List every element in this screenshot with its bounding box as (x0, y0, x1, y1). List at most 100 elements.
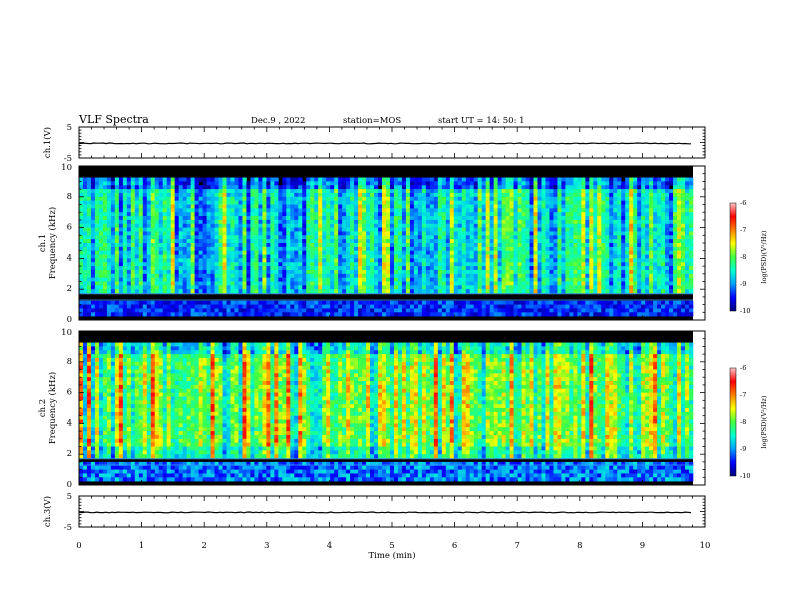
spectrogram-cell (549, 277, 554, 282)
spectrogram-cell (465, 281, 471, 286)
spectrogram-cell (485, 177, 490, 182)
spectrogram-cell (497, 289, 502, 294)
spectrogram-cell (393, 204, 399, 209)
spectrogram-cell (330, 177, 335, 182)
spectrogram-cell (338, 227, 343, 232)
spectrogram-cell (533, 219, 538, 225)
spectrogram-cell (218, 196, 223, 201)
spectrogram-cell (577, 312, 582, 317)
spectrogram-cell (242, 246, 247, 251)
spectrogram-cell (445, 250, 451, 255)
spectrogram-cell (234, 254, 239, 259)
spectrogram-cell (637, 227, 642, 232)
spectrogram-cell (338, 200, 343, 205)
spectrogram-cell (298, 308, 303, 313)
spectrogram-cell (469, 300, 475, 305)
spectrogram-cell (222, 258, 227, 263)
spectrogram-cell (294, 308, 299, 313)
spectrogram-cell (421, 216, 427, 221)
spectrogram-cell (166, 181, 171, 186)
spectrogram-cell (322, 227, 327, 232)
spectrogram-cell (378, 189, 383, 194)
spectrogram-cell (214, 273, 219, 278)
spectrogram-cell (657, 312, 662, 317)
spectrogram-cell (389, 189, 395, 194)
spectrogram-cell (625, 262, 630, 267)
spectrogram-cell (358, 250, 363, 255)
spectrogram-cell (429, 300, 435, 305)
spectrogram-cell (334, 304, 339, 309)
spectrogram-cell (94, 231, 100, 236)
spectrogram-cell (98, 231, 104, 236)
spectrogram-cell (529, 185, 534, 190)
spectrogram-cell (397, 243, 403, 248)
spectrogram-cell (417, 246, 423, 251)
spectrogram-cell (374, 246, 379, 251)
spectrogram-cell (326, 312, 331, 317)
spectrogram-cell (290, 204, 295, 209)
spectrogram-cell (86, 262, 92, 267)
spectrogram-cell (186, 219, 191, 225)
spectrogram-cell (114, 273, 120, 278)
spectrogram-cell (629, 208, 634, 213)
spectrogram-cell (142, 266, 148, 271)
spectrogram-cell (657, 308, 662, 313)
spectrogram-cell (661, 177, 666, 182)
spectrogram-cell (405, 300, 411, 305)
spectrogram-cell (358, 269, 363, 275)
spectrogram-cell (226, 266, 231, 271)
spectrogram-cell (194, 246, 199, 251)
spectrogram-cell (142, 192, 148, 198)
spectrogram-cell (609, 285, 614, 290)
spectrogram-cell (86, 208, 92, 213)
spectrogram-cell (342, 273, 347, 278)
spectrogram-cell (326, 200, 331, 205)
spectrogram-cell (445, 216, 451, 221)
spectrogram-cell (597, 227, 602, 232)
spectrogram-cell (545, 231, 550, 236)
spectrogram-cell (613, 277, 618, 282)
spectrogram-cell (226, 281, 231, 286)
spectrogram-cell (146, 258, 152, 263)
spectrogram-cell (290, 258, 295, 263)
spectrogram-cell (79, 246, 84, 251)
spectrogram-cell (318, 262, 323, 267)
spectrogram-cell (90, 204, 96, 209)
spectrogram-cell (198, 300, 203, 305)
spectrogram-cell (174, 281, 179, 286)
spectrogram-cell (366, 269, 371, 275)
spectrogram-cell (593, 200, 598, 205)
spectrogram-cell (517, 208, 522, 213)
spectrogram-cell (142, 289, 148, 294)
spectrogram-cell (142, 281, 148, 286)
spectrogram-cell (194, 258, 199, 263)
spectrogram-cell (138, 235, 144, 240)
spectrogram-cell (409, 189, 415, 194)
spectrogram-cell (310, 285, 315, 290)
spectrogram-cell (457, 239, 463, 244)
spectrogram-cell (246, 250, 251, 255)
spectrogram-cell (222, 216, 227, 221)
spectrogram-cell (190, 246, 195, 251)
spectrogram-cell (433, 235, 439, 240)
ch1-ytick-bottom: -5 (64, 154, 72, 164)
spectrogram-cell (382, 204, 387, 209)
spectrogram-cell (481, 223, 486, 228)
spectrogram-cell (433, 192, 439, 198)
spectrogram-cell (322, 289, 327, 294)
spectrogram-cell (242, 216, 247, 221)
spectrogram-cell (234, 281, 239, 286)
spectrogram-cell (134, 281, 140, 286)
spectrogram-cell (362, 308, 367, 313)
spectrogram-cell (605, 273, 610, 278)
spectrogram-cell (262, 208, 267, 213)
spectrogram-cell (206, 312, 211, 317)
spectrogram-cell (493, 277, 498, 282)
spectrogram-cell (477, 181, 482, 186)
spectrogram-cell (601, 219, 606, 225)
spectrogram-cell (389, 196, 395, 201)
spectrogram-cell (401, 208, 407, 213)
spectrogram-cell (358, 204, 363, 209)
spectrogram-cell (521, 185, 526, 190)
spectrogram-cell (242, 185, 247, 190)
